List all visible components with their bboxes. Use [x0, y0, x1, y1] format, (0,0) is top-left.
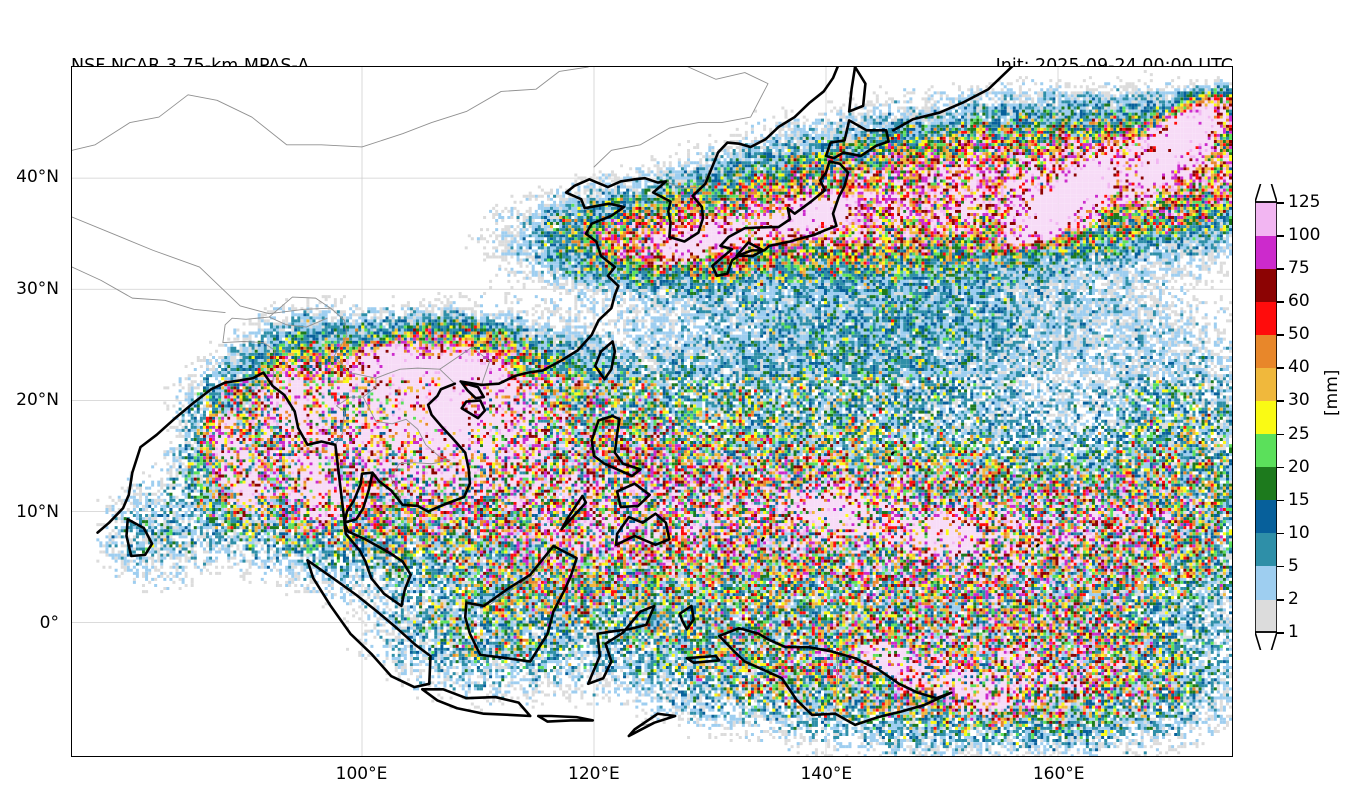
colorbar-tick-label: 5	[1288, 555, 1299, 576]
coastlines	[96, 67, 1141, 738]
colorbar-tick	[1277, 499, 1284, 502]
colorbar-segment	[1255, 301, 1277, 335]
colorbar-tick	[1277, 632, 1284, 634]
y-axis-label: 10°N	[16, 501, 59, 522]
colorbar-tick-label: 75	[1288, 258, 1310, 279]
x-axis-label: 160°E	[1032, 764, 1085, 784]
x-axis-tick	[595, 756, 596, 757]
colorbar-segment	[1255, 334, 1277, 368]
colorbar-segment	[1255, 268, 1277, 302]
y-axis-tick	[71, 624, 72, 625]
colorbar-tick	[1277, 367, 1284, 369]
colorbar-tick-label: 60	[1288, 291, 1310, 312]
colorbar-tick	[1277, 466, 1284, 469]
colorbar-tick-label: 15	[1288, 489, 1310, 510]
y-axis-tick	[71, 290, 72, 291]
colorbar-tick	[1277, 433, 1284, 436]
colorbar-tick-label: 10	[1288, 522, 1310, 543]
colorbar-tick-label: 125	[1288, 192, 1321, 212]
colorbar-tick	[1277, 334, 1284, 336]
colorbar-tick	[1277, 301, 1284, 303]
colorbar: 125 100 75 60 50 40 30 25 20 15 10 5 2 1	[1255, 184, 1320, 650]
colorbar-tick	[1277, 598, 1284, 601]
colorbar-segment	[1255, 367, 1277, 402]
x-axis-label: 140°E	[800, 764, 853, 784]
colorbar-segment	[1255, 598, 1277, 633]
colorbar-tick	[1277, 202, 1284, 204]
y-axis-label: 30°N	[16, 278, 59, 299]
colorbar-tick-label: 50	[1288, 324, 1310, 345]
colorbar-segment	[1255, 235, 1277, 269]
country-borders	[72, 67, 839, 727]
y-axis-tick	[71, 401, 72, 402]
y-axis-label: 20°N	[16, 390, 59, 411]
colorbar-tick	[1277, 565, 1284, 568]
y-axis-tick	[71, 178, 72, 179]
colorbar-tick-label: 2	[1288, 588, 1299, 609]
colorbar-segment	[1255, 433, 1277, 468]
x-axis-tick	[827, 756, 828, 757]
colorbar-segment	[1255, 499, 1277, 534]
y-axis-label: 0°	[39, 613, 59, 634]
colorbar-tick-label: 20	[1288, 456, 1310, 477]
colorbar-tick-label: 40	[1288, 357, 1310, 378]
precipitation-field	[96, 69, 1232, 756]
colorbar-tick-label: 30	[1288, 390, 1310, 411]
colorbar-tick-label: 25	[1288, 423, 1310, 444]
x-axis-tick	[1060, 756, 1061, 757]
x-axis-label: 100°E	[335, 764, 388, 784]
y-axis-tick	[71, 513, 72, 514]
colorbar-tick-label: 100	[1288, 225, 1321, 246]
x-axis-tick	[363, 756, 364, 757]
colorbar-tick	[1277, 400, 1284, 403]
x-axis-label: 120°E	[568, 764, 620, 784]
colorbar-segment	[1255, 565, 1277, 600]
y-axis-label: 40°N	[16, 167, 59, 188]
colorbar-tick-label: 1	[1288, 622, 1299, 642]
colorbar-unit-label: [mm]	[1322, 369, 1342, 416]
map-plot-area	[71, 66, 1233, 757]
colorbar-segment	[1255, 532, 1277, 567]
colorbar-segment	[1255, 400, 1277, 435]
colorbar-segment	[1255, 202, 1277, 236]
map-canvas	[72, 67, 1232, 756]
colorbar-tick	[1277, 268, 1284, 270]
colorbar-segment	[1255, 466, 1277, 501]
colorbar-tick	[1277, 532, 1284, 535]
colorbar-tick	[1277, 235, 1284, 237]
